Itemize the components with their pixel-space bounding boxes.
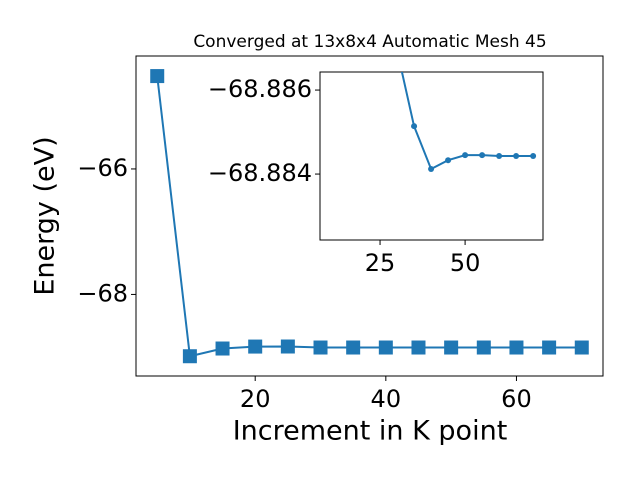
- x-tick-label: 20: [240, 385, 271, 413]
- marker: [411, 123, 418, 130]
- marker: [574, 340, 589, 355]
- marker: [496, 153, 503, 159]
- marker: [346, 340, 361, 355]
- marker: [513, 153, 520, 159]
- y-tick-label: −68: [77, 279, 128, 307]
- marker: [509, 340, 524, 355]
- marker: [280, 339, 295, 354]
- series: [400, 72, 537, 173]
- y-tick-label: −68.886: [208, 75, 312, 103]
- series: [150, 69, 589, 364]
- marker: [428, 166, 435, 173]
- marker: [445, 157, 452, 164]
- x-tick-label: 60: [501, 385, 532, 413]
- marker: [313, 340, 328, 355]
- y-tick-label: −66: [77, 154, 128, 182]
- marker: [542, 340, 557, 355]
- marker: [462, 152, 469, 159]
- marker: [248, 339, 263, 354]
- x-tick-label: 50: [450, 249, 481, 277]
- x-tick-label: 40: [371, 385, 402, 413]
- x-axis-label: Increment in K point: [233, 416, 508, 447]
- marker: [150, 69, 165, 84]
- marker: [476, 340, 491, 355]
- chart-title: Converged at 13x8x4 Automatic Mesh 45: [193, 32, 546, 52]
- y-tick-label: −68.884: [208, 159, 312, 187]
- marker: [215, 341, 230, 356]
- marker: [479, 152, 486, 159]
- y-axis-label: Energy (eV): [30, 136, 61, 295]
- marker: [411, 340, 426, 355]
- marker: [182, 349, 197, 364]
- x-tick-label: 25: [365, 249, 396, 277]
- marker: [378, 340, 393, 355]
- marker: [530, 153, 537, 159]
- marker: [444, 340, 459, 355]
